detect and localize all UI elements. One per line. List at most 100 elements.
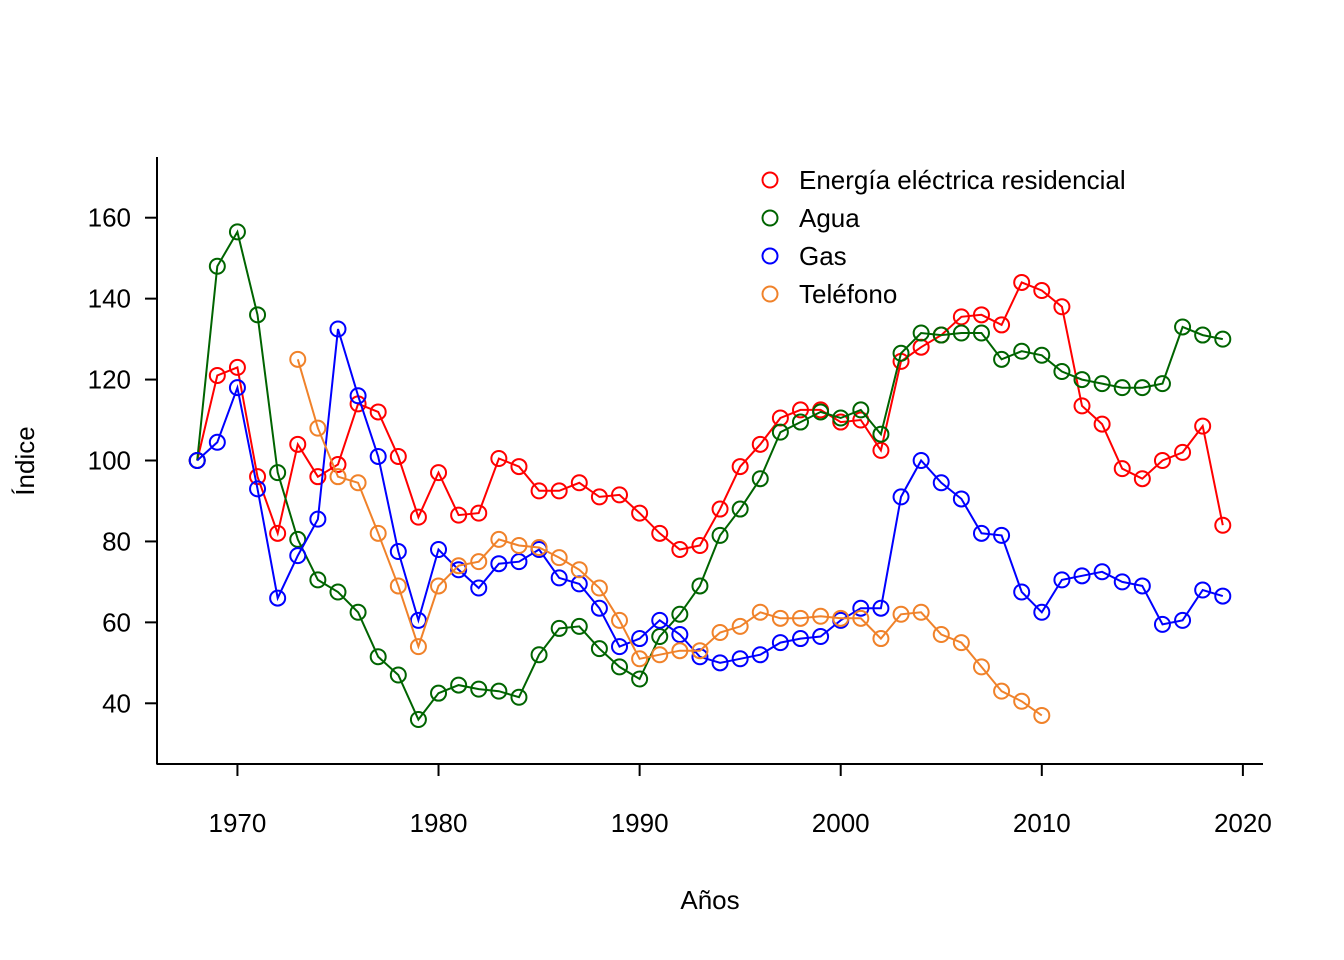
y-tick-label: 80 [102,526,131,556]
data-point [711,623,729,641]
data-point [409,508,427,526]
data-point [631,670,649,688]
data-point [349,387,367,405]
data-point [852,401,870,419]
data-point [208,257,226,275]
data-point [530,539,548,557]
x-axis-title: Años [680,885,739,915]
data-point [490,555,508,573]
data-point [671,541,689,559]
data-point [1214,330,1232,348]
legend-label: Energía eléctrica residencial [799,165,1126,195]
data-point [570,561,588,579]
data-point [611,658,629,676]
data-point [993,316,1011,334]
data-point [691,536,709,554]
data-point [912,603,930,621]
data-point [430,464,448,482]
data-point [993,682,1011,700]
data-point [389,577,407,595]
data-point [952,634,970,652]
data-point [1073,397,1091,415]
data-point [711,500,729,518]
series-line [296,359,1043,717]
data-point [812,628,830,646]
data-point [550,569,568,587]
data-point [1194,581,1212,599]
data-point [691,648,709,666]
data-point [952,490,970,508]
legend-label: Gas [799,241,847,271]
data-point [972,658,990,676]
data-point [932,326,950,344]
data-point [269,524,287,542]
data-point [952,308,970,326]
data-point [731,500,749,518]
data-point [872,441,890,459]
data-point [309,468,327,486]
data-point [852,599,870,617]
x-tick-label: 2010 [1013,808,1071,838]
data-point [289,435,307,453]
data-point [1033,282,1051,300]
data-point [771,609,789,627]
data-point [510,688,528,706]
x-tick-label: 1990 [611,808,669,838]
data-point [1053,571,1071,589]
data-point [691,642,709,660]
data-point [309,419,327,437]
legend-marker [761,285,779,303]
data-point [530,646,548,664]
data-point [1073,371,1091,389]
data-point [269,589,287,607]
data-point [651,646,669,664]
data-point [892,605,910,623]
data-point [1194,326,1212,344]
data-point [791,401,809,419]
data-point [972,524,990,542]
data-point [1174,318,1192,336]
data-point [188,452,206,469]
series-line [196,229,1223,722]
data-point [1153,375,1171,393]
data-point [872,599,890,617]
data-point [590,599,608,617]
data-point [611,611,629,629]
data-point [208,433,226,451]
data-point [1093,563,1111,581]
data-point [771,423,789,441]
data-point [932,626,950,644]
x-tick-label: 2000 [812,808,870,838]
data-point [1113,573,1131,591]
data-point [510,536,528,554]
data-point [651,628,669,646]
data-point [1013,692,1031,710]
data-point [751,435,769,453]
data-point [228,358,246,376]
y-tick-label: 120 [88,365,131,395]
data-point [1033,603,1051,621]
data-point [1133,577,1151,595]
series-layer [188,223,1232,728]
data-point [631,630,649,648]
data-point [1153,615,1171,633]
data-point [1133,379,1151,397]
data-point [611,486,629,504]
data-point [731,650,749,668]
x-tick-label: 2020 [1214,808,1272,838]
data-point [993,350,1011,368]
data-point [450,561,468,579]
y-tick-label: 140 [88,284,131,314]
data-point [631,504,649,522]
data-point [952,324,970,342]
data-point [409,611,427,629]
data-point [369,524,387,542]
axes: 1970 1980 1990 2000 2010 2020 40 60 80 100 120 140 1… [88,157,1272,838]
data-point [611,638,629,656]
data-point [711,654,729,672]
data-point [1053,298,1071,316]
data-point [470,553,488,571]
data-point [329,320,347,338]
y-tick-label: 40 [102,688,131,718]
data-point [550,549,568,567]
